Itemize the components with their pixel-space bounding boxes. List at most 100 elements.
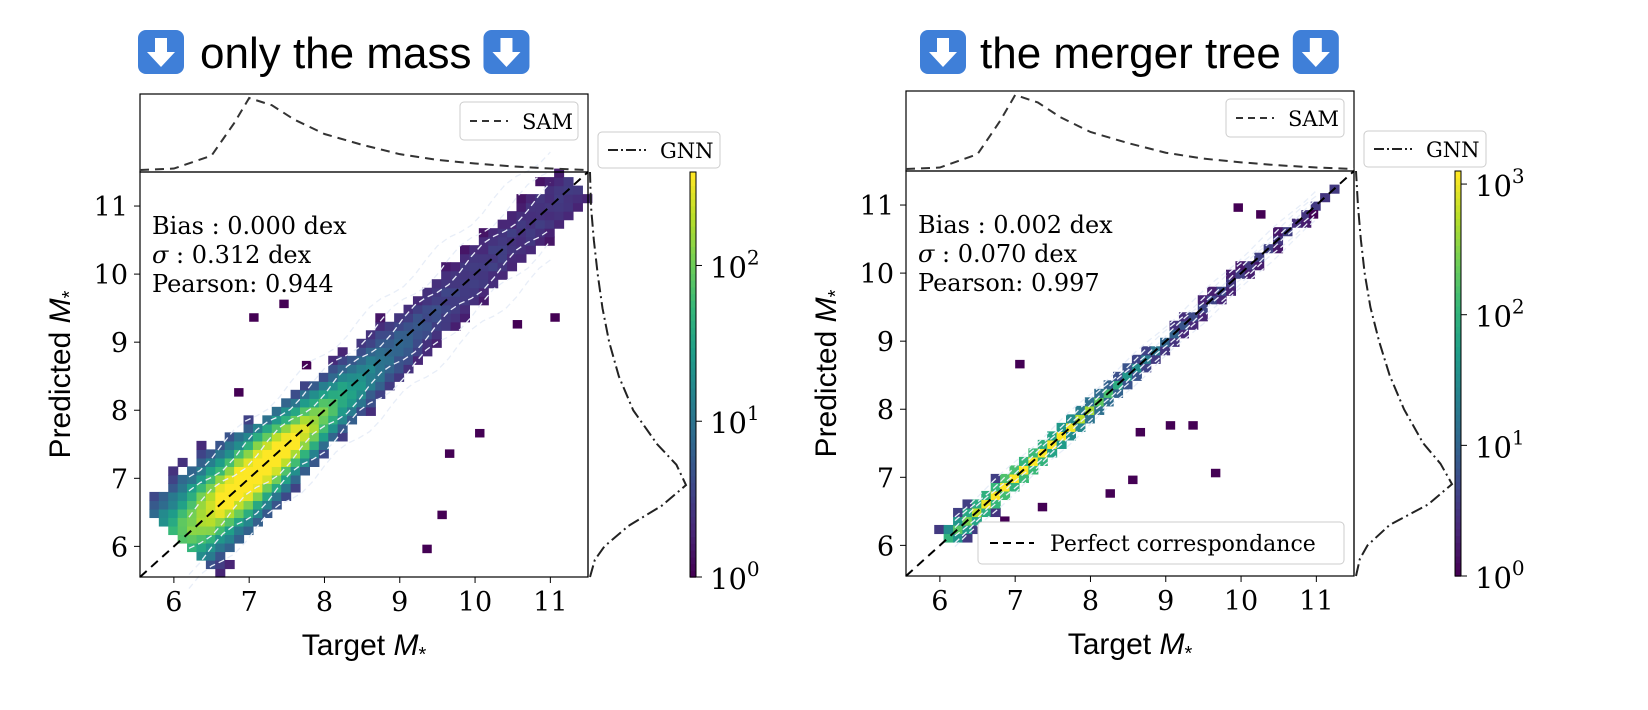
heatmap-cell (243, 517, 254, 527)
stat-line: Pearson: 0.944 (152, 270, 334, 298)
heatmap-cell (252, 457, 263, 467)
heatmap-cell (243, 525, 254, 536)
colorbar-segment (1455, 231, 1461, 240)
heatmap-cell (205, 534, 216, 544)
heatmap-cell (158, 508, 169, 519)
heatmap-cell (1084, 414, 1095, 424)
colorbar-segment (690, 442, 696, 450)
heatmap-cell (431, 304, 442, 314)
colorbar-tick-exp: 0 (1512, 556, 1525, 580)
contour-line (188, 228, 551, 549)
heatmap-cell (234, 466, 245, 476)
legend-box (977, 521, 1345, 565)
heatmap-cell (356, 372, 367, 382)
heatmap-cell (318, 449, 329, 459)
heatmap-cell (394, 372, 405, 382)
heatmap-outlier (1000, 516, 1010, 525)
heatmap-cell (309, 457, 320, 467)
heatmap-cell (450, 270, 461, 280)
heatmap-cell (224, 559, 235, 570)
contour-line (954, 190, 1317, 518)
heatmap-cell (563, 177, 574, 187)
heatmap-cell (469, 296, 480, 306)
colorbar-segment (1455, 549, 1461, 557)
heatmap-cell (177, 491, 188, 502)
y-axis-label: Predicted M* (44, 290, 81, 458)
heatmap-cell (1103, 397, 1114, 407)
heatmap-cell (224, 483, 235, 493)
heatmap-cell (243, 457, 254, 467)
y-tick-label: 10 (94, 260, 128, 291)
colorbar-segment (690, 361, 696, 369)
heatmap-cell (365, 338, 376, 348)
colorbar-segment (1455, 279, 1461, 287)
colorbar-segment (690, 334, 696, 342)
heatmap-cell (356, 406, 367, 416)
heatmap-cell (1131, 363, 1142, 373)
heatmap-cell (384, 338, 395, 348)
legend-label: Perfect correspondance (1050, 532, 1316, 557)
legend-gnn: GNN (597, 131, 721, 169)
heatmap-cell (252, 432, 263, 442)
heatmap-cell (525, 202, 536, 212)
x-axis-symbol: M (1159, 628, 1184, 661)
heatmap-cell (168, 474, 179, 485)
one-to-one-line (139, 171, 589, 578)
heatmap-cell (497, 236, 508, 246)
heatmap-cell (554, 185, 565, 195)
heatmap-cell (205, 483, 216, 493)
colorbar-segment (690, 219, 696, 227)
heatmap-cell (384, 364, 395, 374)
heatmap-cell (309, 449, 320, 459)
colorbar-segment (1455, 339, 1461, 348)
heatmap-cell (187, 525, 198, 536)
heatmap-cell (149, 508, 160, 519)
heatmap-cell (271, 457, 282, 467)
heatmap-cell (544, 228, 555, 238)
top-marginal-frame (139, 93, 589, 173)
heatmap-cell (488, 262, 499, 272)
heatmap-cell (243, 466, 254, 476)
heatmap-cell (224, 432, 235, 442)
colorbar-segment (690, 523, 696, 531)
y-tick-label: 11 (94, 192, 128, 223)
colorbar-segment (690, 509, 696, 517)
heatmap-cell (403, 321, 414, 331)
heatmap-cell (1141, 363, 1152, 373)
heatmap-cell (177, 483, 188, 493)
heatmap-cell (158, 491, 169, 502)
colorbar-tick-label: 102 (1475, 295, 1525, 334)
heatmap-cell (544, 202, 555, 212)
heatmap-cell (328, 415, 339, 425)
heatmap-outlier (1210, 468, 1221, 478)
colorbar-segment (690, 502, 696, 511)
colorbar-segment (1455, 326, 1461, 334)
stat-symbol: σ (918, 240, 935, 268)
contour-line (954, 195, 1317, 522)
colorbar-segment (1455, 211, 1461, 219)
colorbar-segment (690, 415, 696, 423)
heatmap-cell (469, 279, 480, 289)
colorbar-segment (1455, 420, 1461, 429)
heatmap-cell (318, 440, 329, 450)
heatmap-cell (252, 483, 263, 493)
heatmap-cell (158, 517, 169, 527)
heatmap-cell (318, 372, 329, 382)
heatmap-cell (347, 372, 358, 382)
x-tick-label: 11 (533, 587, 567, 618)
heatmap-cell (563, 194, 574, 204)
heatmap-cell (243, 474, 254, 485)
heatmap-cell (1028, 465, 1039, 475)
heatmap-cell (1028, 448, 1039, 458)
heatmap-cell (375, 372, 386, 382)
heatmap-cell (507, 219, 518, 229)
contours (188, 151, 551, 589)
colorbar-segment (690, 286, 696, 295)
legend-label: GNN (1426, 138, 1480, 162)
stat-line: σ : 0.312 dex (152, 241, 312, 269)
heatmap-cell (450, 296, 461, 306)
heatmap-cell (1000, 490, 1011, 501)
heatmap-cell (271, 466, 282, 476)
heatmap-cell (234, 500, 245, 510)
